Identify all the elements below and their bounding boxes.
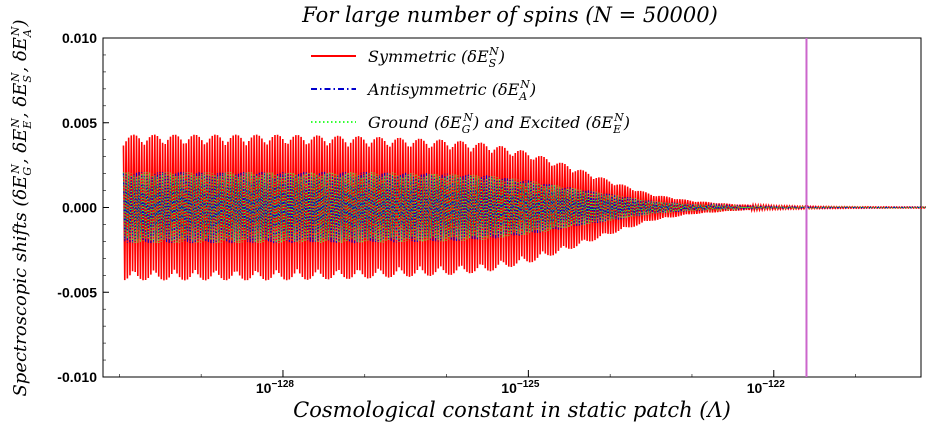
y-tick-label: 0.010 <box>62 30 97 46</box>
legend-label-antisymmetric: Antisymmetric (δEAN) <box>366 78 536 103</box>
y-tick-label: 0.000 <box>62 200 97 216</box>
y-tick-label: 0.005 <box>62 115 97 131</box>
data-traces <box>122 134 926 281</box>
legend-label-ground-excited: Ground (δEGN) and Excited (δEEN) <box>368 111 630 136</box>
y-tick-label: -0.010 <box>57 369 97 385</box>
chart-title: For large number of spins (N = 50000) <box>301 3 718 27</box>
x-axis: 10−128 10−125 10−122 <box>119 370 856 396</box>
x-tick-label: 10−128 <box>256 379 295 396</box>
legend-label-symmetric: Symmetric (δESN) <box>368 45 505 70</box>
y-axis: 0.010 0.005 0.000 -0.005 -0.010 <box>57 30 109 385</box>
x-tick-label: 10−125 <box>501 379 540 396</box>
legend: Symmetric (δESN) Antisymmetric (δEAN) Gr… <box>311 45 630 136</box>
series-trace-antisymmetric <box>122 171 926 244</box>
series-trace-ground-excited <box>122 171 926 244</box>
y-tick-label: -0.005 <box>57 284 97 300</box>
x-tick-label: 10−122 <box>747 379 786 396</box>
x-axis-label: Cosmological constant in static patch (Λ… <box>293 398 731 422</box>
y-axis-label: Spectroscopic shifts (δEGN, δEEN, δESN, … <box>9 19 34 396</box>
